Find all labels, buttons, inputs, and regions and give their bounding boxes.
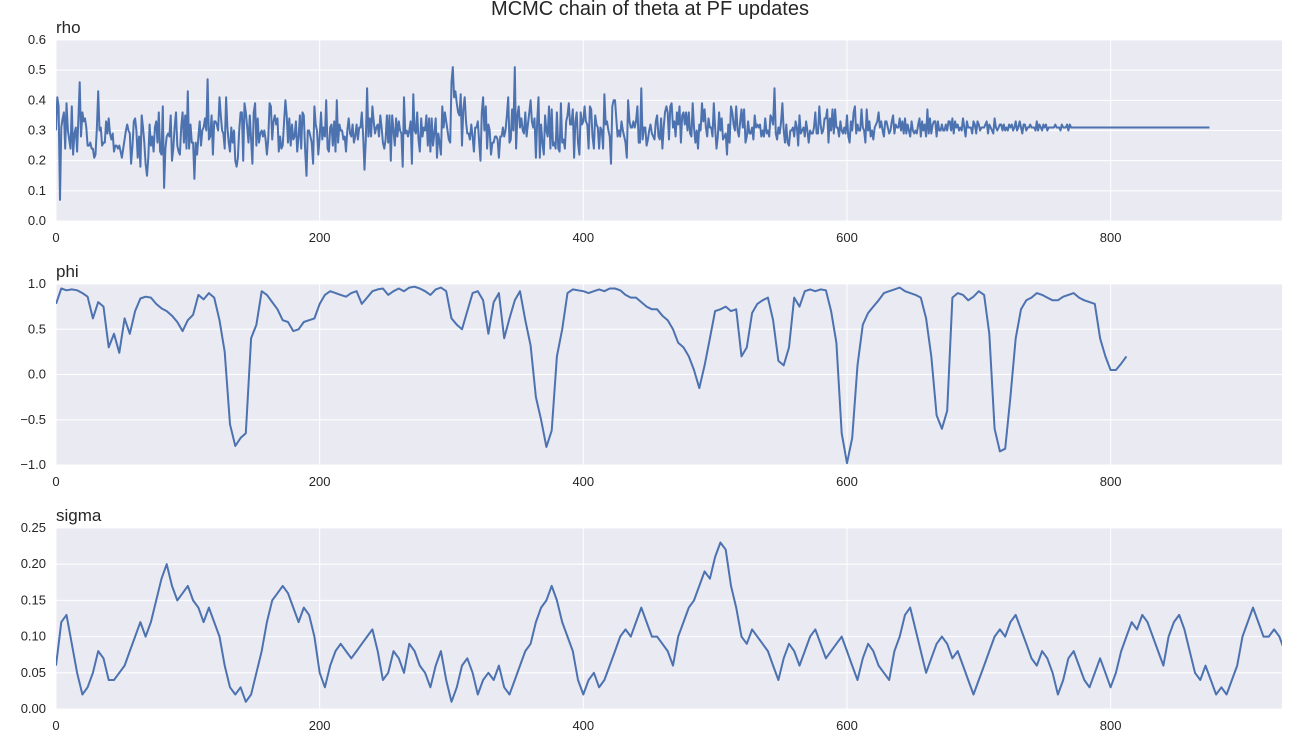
y-tick-label: 0.5 bbox=[28, 321, 46, 336]
panel-title: rho bbox=[56, 18, 81, 37]
x-tick-label: 600 bbox=[836, 718, 858, 733]
y-tick-label: 0.3 bbox=[28, 123, 46, 138]
x-tick-label: 0 bbox=[52, 230, 59, 245]
panel-phi: 0 200 400 600 800 −1.0 −0.5 0.0 0.5 1.0 phi bbox=[20, 262, 1282, 489]
x-tick-label: 200 bbox=[309, 718, 331, 733]
x-tick-label: 200 bbox=[309, 230, 331, 245]
y-tick-label: 0.6 bbox=[28, 32, 46, 47]
x-tick-label: 0 bbox=[52, 474, 59, 489]
y-tick-label: 0.1 bbox=[28, 183, 46, 198]
y-tick-label: 0.0 bbox=[28, 367, 46, 382]
panel-title: phi bbox=[56, 262, 79, 281]
x-tick-label: 400 bbox=[572, 230, 594, 245]
x-tick-label: 800 bbox=[1100, 474, 1122, 489]
plot-area bbox=[56, 528, 1282, 709]
x-tick-label: 200 bbox=[309, 474, 331, 489]
y-tick-label: 0.10 bbox=[21, 629, 46, 644]
x-tick-label: 600 bbox=[836, 474, 858, 489]
y-tick-label: 1.0 bbox=[28, 276, 46, 291]
y-tick-label: 0.05 bbox=[21, 665, 46, 680]
x-tick-label: 800 bbox=[1100, 718, 1122, 733]
y-tick-label: 0.25 bbox=[21, 520, 46, 535]
x-tick-label: 400 bbox=[572, 718, 594, 733]
series-line-sigma bbox=[56, 541, 1282, 703]
panel-rho: 0 200 400 600 800 0.0 0.1 0.2 0.3 0.4 0.5 0.6 rho bbox=[28, 18, 1282, 245]
y-tick-label: 0.4 bbox=[28, 92, 46, 107]
x-tick-label: 600 bbox=[836, 230, 858, 245]
panel-sigma: 0 200 400 600 800 0.00 0.05 0.10 0.15 0.20 0.25 sig… bbox=[21, 506, 1282, 733]
y-tick-label: −1.0 bbox=[20, 457, 46, 472]
y-tick-label: 0.2 bbox=[28, 153, 46, 168]
y-tick-label: 0.0 bbox=[28, 213, 46, 228]
y-tick-label: 0.00 bbox=[21, 701, 46, 716]
series-line-phi bbox=[56, 285, 1128, 465]
panel-title: sigma bbox=[56, 506, 102, 525]
y-tick-label: 0.5 bbox=[28, 62, 46, 77]
y-tick-label: −0.5 bbox=[20, 412, 46, 427]
x-tick-label: 800 bbox=[1100, 230, 1122, 245]
x-tick-label: 400 bbox=[572, 474, 594, 489]
figure-title: MCMC chain of theta at PF updates bbox=[491, 0, 809, 20]
series-line-rho bbox=[56, 66, 1210, 201]
y-tick-label: 0.20 bbox=[21, 556, 46, 571]
x-tick-label: 0 bbox=[52, 718, 59, 733]
y-tick-label: 0.15 bbox=[21, 592, 46, 607]
